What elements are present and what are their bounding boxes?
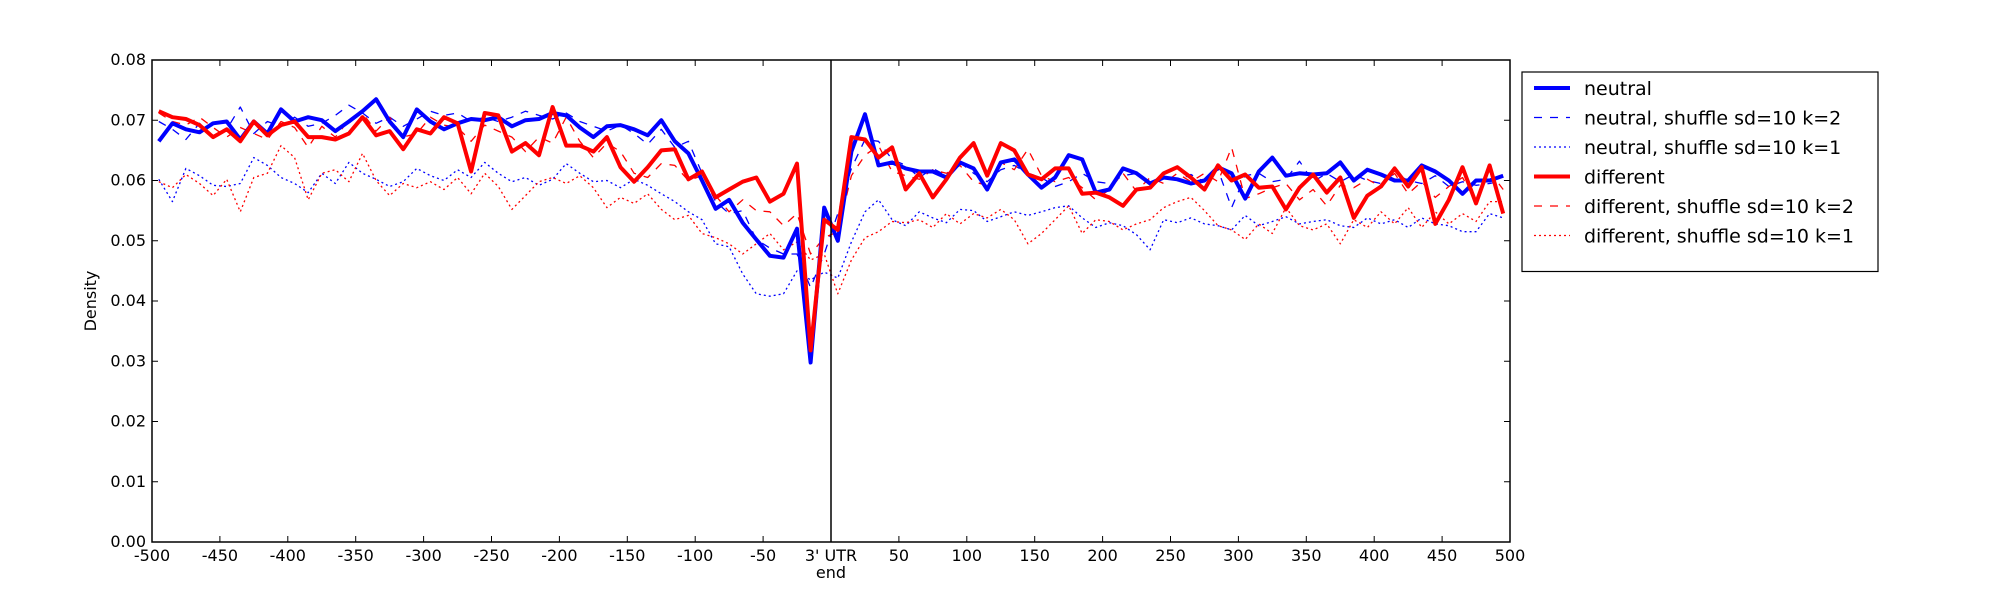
y-tick-label-1: 0.01: [110, 472, 146, 491]
x-tick-label-0: -500: [134, 546, 170, 565]
y-tick-label-7: 0.07: [110, 110, 146, 129]
y-tick-label-8: 0.08: [110, 50, 146, 69]
y-tick-label-6: 0.06: [110, 171, 146, 190]
x-tick-label-20: 500: [1495, 546, 1526, 565]
x-tick-label-11: 50: [889, 546, 909, 565]
y-tick-label-3: 0.03: [110, 351, 146, 370]
y-tick-label-4: 0.04: [110, 291, 146, 310]
legend-label-2: neutral, shuffle sd=10 k=1: [1584, 137, 1841, 159]
x-tick-label-1: -450: [202, 546, 238, 565]
x-tick-label-16: 300: [1223, 546, 1254, 565]
x-tick-label-19: 450: [1427, 546, 1458, 565]
legend-label-4: different, shuffle sd=10 k=2: [1584, 196, 1854, 218]
x-tick-label-7: -150: [609, 546, 645, 565]
legend-label-1: neutral, shuffle sd=10 k=2: [1584, 108, 1841, 130]
tick-layer: -500 -450 -400 -350 -300 -250 -200 -150 -100 -50 3…: [110, 50, 1525, 582]
x-tick-label-18: 400: [1359, 546, 1390, 565]
x-tick-label-6: -200: [541, 546, 577, 565]
x-tick-label-17: 350: [1291, 546, 1322, 565]
legend-frame: [1521, 71, 1879, 273]
y-tick-label-0: 0.00: [110, 532, 146, 551]
x-tick-label-15: 250: [1155, 546, 1186, 565]
x-tick-label-4: -300: [405, 546, 441, 565]
x-tick-label-8: -100: [677, 546, 713, 565]
legend-label-3: different: [1584, 167, 1665, 189]
x-tick-label-2: -400: [270, 546, 306, 565]
x-tick-label-10-line2: end: [816, 563, 846, 582]
x-tick-label-5: -250: [473, 546, 509, 565]
y-tick-label-2: 0.02: [110, 412, 146, 431]
x-tick-label-3: -350: [338, 546, 374, 565]
x-tick-label-13: 150: [1019, 546, 1050, 565]
series-line-5: [158, 144, 1504, 295]
x-tick-label-9: -50: [750, 546, 776, 565]
legend-label-5: different, shuffle sd=10 k=1: [1584, 226, 1854, 248]
y-tick-label-5: 0.05: [110, 231, 146, 250]
y-axis-label: Density: [81, 271, 100, 332]
x-tick-label-10: 3' UTR: [805, 546, 857, 565]
legend-label-0: neutral: [1584, 78, 1652, 100]
x-tick-label-14: 200: [1087, 546, 1118, 565]
legend: neutral neutral, shuffle sd=10 k=2 neutral…: [1521, 71, 1879, 273]
x-tick-label-12: 100: [952, 546, 983, 565]
